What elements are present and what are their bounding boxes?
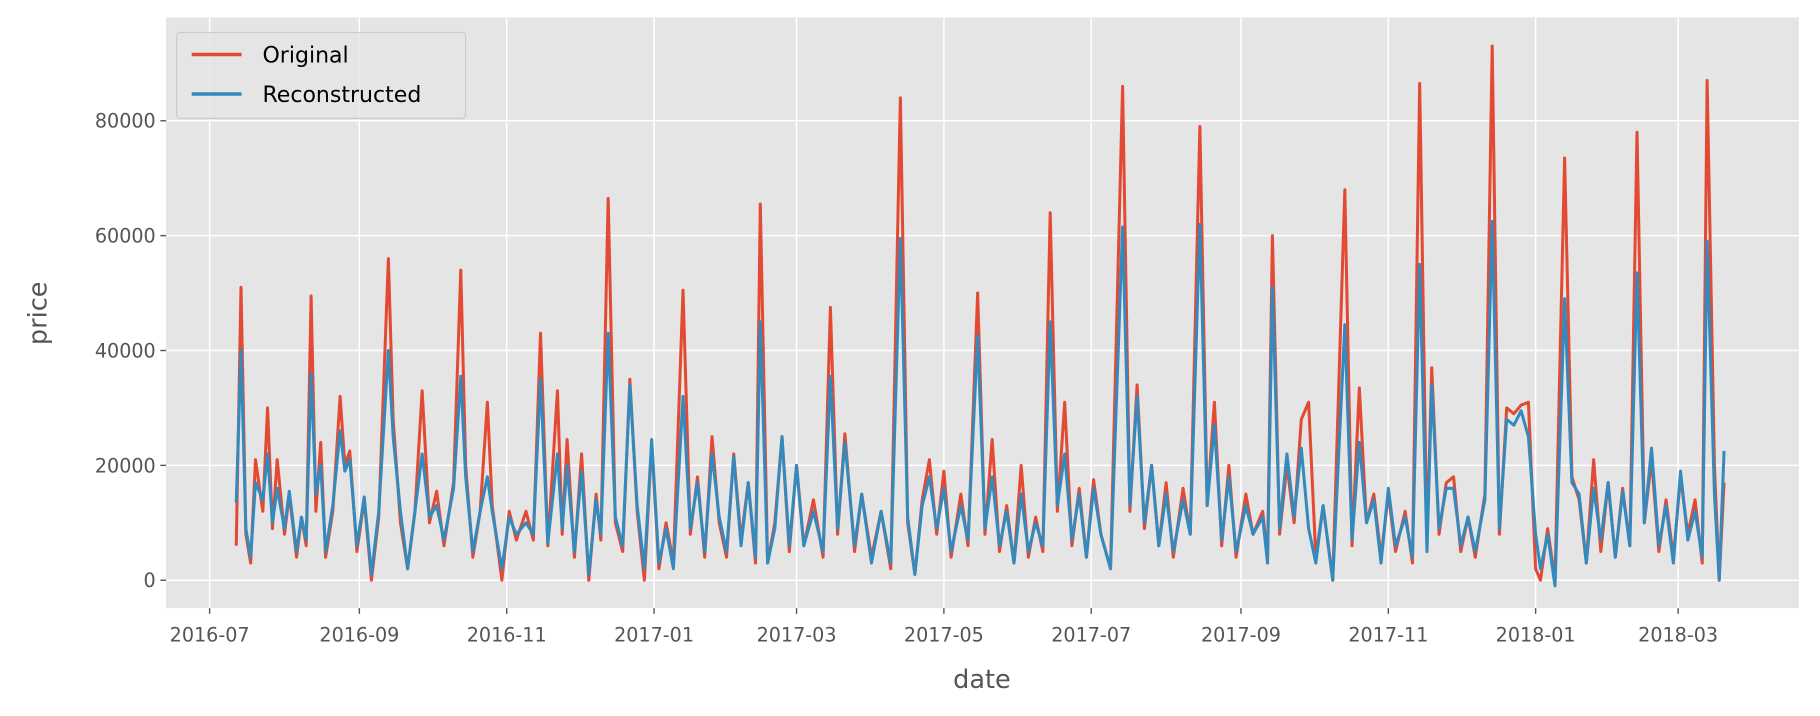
y-tick-label: 20000 xyxy=(95,454,156,477)
x-tick-label: 2017-07 xyxy=(1051,624,1131,647)
x-tick-label: 2016-09 xyxy=(319,624,399,647)
x-axis-ticks: 2016-07 2016-09 2016-11 2017-01 2017-03 2017-… xyxy=(170,608,1718,647)
y-tick-label: 80000 xyxy=(95,110,156,133)
x-tick-label: 2016-07 xyxy=(170,624,250,647)
x-tick-label: 2017-03 xyxy=(757,624,837,647)
y-axis-label: price xyxy=(24,282,54,346)
series-lines xyxy=(234,44,1726,588)
y-tick-label: 40000 xyxy=(95,339,156,362)
x-tick-label: 2016-11 xyxy=(467,624,547,647)
x-axis-label: date xyxy=(953,665,1011,695)
x-tick-label: 2017-05 xyxy=(904,624,984,647)
legend-box xyxy=(176,31,467,119)
legend: Original Reconstructed xyxy=(176,31,467,119)
x-tick-label: 2018-03 xyxy=(1638,624,1718,647)
x-tick-label: 2018-01 xyxy=(1496,624,1576,647)
legend-label-original: Original xyxy=(262,44,348,69)
x-tick-label: 2017-11 xyxy=(1348,624,1428,647)
series-line-reconstructed xyxy=(234,219,1726,588)
x-tick-label: 2017-01 xyxy=(614,624,694,647)
legend-label-reconstructed: Reconstructed xyxy=(262,83,421,108)
y-axis-ticks: 0 20000 40000 60000 80000 xyxy=(95,110,167,592)
x-tick-label: 2017-09 xyxy=(1201,624,1281,647)
y-tick-label: 60000 xyxy=(95,225,156,248)
y-tick-label: 0 xyxy=(144,569,156,592)
